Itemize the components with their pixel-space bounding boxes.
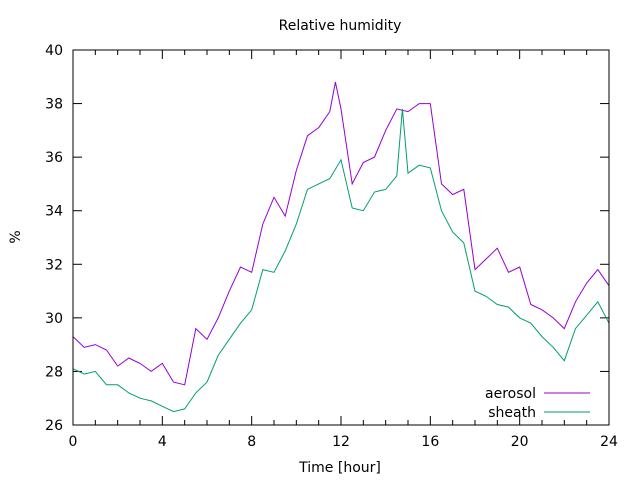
y-tick-label: 26 — [45, 418, 63, 434]
x-tick-label: 24 — [600, 434, 618, 450]
x-tick-label: 12 — [332, 434, 350, 450]
plot-border — [72, 49, 610, 426]
x-tick-label: 16 — [421, 434, 439, 450]
chart-title: Relative humidity — [279, 18, 402, 34]
x-axis-label: Time [hour] — [298, 460, 381, 476]
x-tick-label: 20 — [511, 434, 529, 450]
y-axis-label: % — [8, 230, 24, 243]
y-tick-label: 30 — [45, 311, 63, 327]
x-tick-label: 4 — [158, 434, 167, 450]
y-tick-label: 38 — [45, 97, 63, 113]
y-tick-label: 32 — [45, 257, 63, 273]
series-lines — [72, 81, 610, 413]
x-tick-label: 8 — [247, 434, 256, 450]
y-tick-label: 34 — [45, 204, 63, 220]
x-tick-label: 0 — [69, 434, 78, 450]
legend-label-sheath: sheath — [488, 405, 536, 421]
y-tick-label: 36 — [45, 150, 63, 166]
legend-label-aerosol: aerosol — [485, 386, 536, 402]
series-line-sheath — [72, 108, 610, 413]
axis-ticks: 26 28 30 32 34 36 38 40 0 4 8 12 16 20 24 — [45, 43, 618, 450]
y-tick-label: 28 — [45, 364, 63, 380]
legend: aerosol sheath — [485, 386, 590, 421]
series-line-aerosol — [72, 81, 610, 386]
y-tick-label: 40 — [45, 43, 63, 59]
